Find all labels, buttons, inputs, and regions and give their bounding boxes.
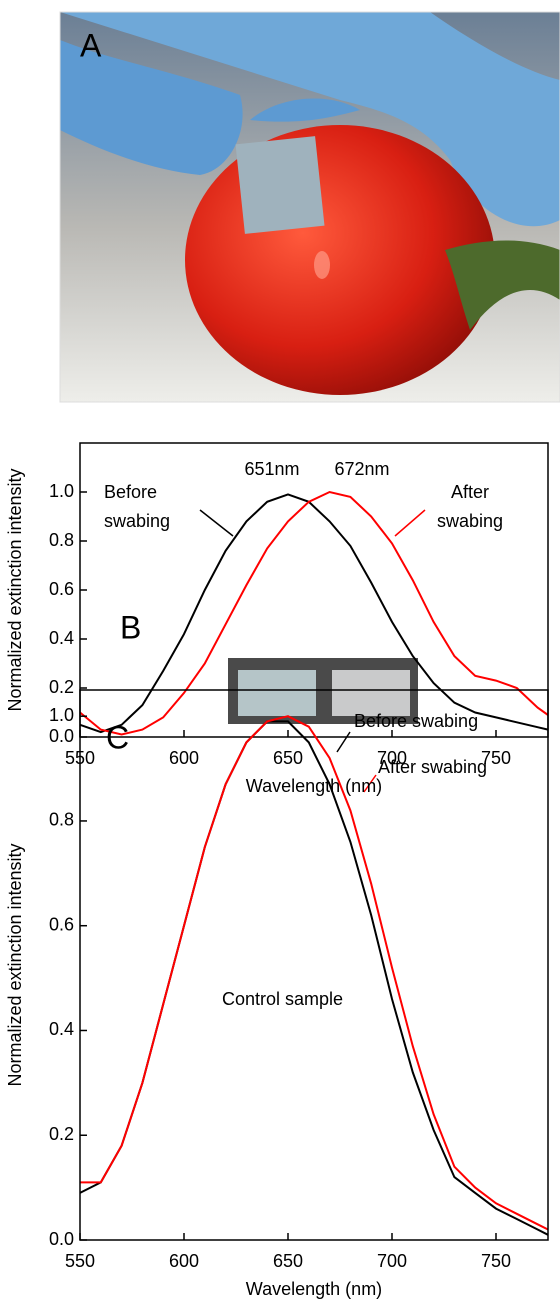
- annotation: Before swabing: [354, 711, 478, 731]
- pointer: [336, 731, 351, 753]
- y-tick-label: 0.4: [49, 1019, 74, 1039]
- glove: [60, 12, 560, 227]
- y-tick-label: 0.2: [49, 677, 74, 697]
- x-tick-label: 550: [65, 1251, 95, 1271]
- annotation: Control sample: [222, 989, 343, 1009]
- tomato: [185, 125, 495, 395]
- x-tick-label: 700: [377, 748, 407, 768]
- y-tick-label: 0.0: [49, 1229, 74, 1249]
- x-tick-label: 700: [377, 1251, 407, 1271]
- x-tick-label: 600: [169, 748, 199, 768]
- y-tick-label: 0.6: [49, 579, 74, 599]
- y-axis-title: Normalized extinction intensity: [5, 843, 25, 1086]
- annotation: After: [451, 482, 489, 502]
- annotation: 651nm: [244, 459, 299, 479]
- photo: [59, 11, 560, 403]
- x-axis-title: Wavelength (nm): [246, 776, 382, 796]
- pointer: [199, 509, 234, 537]
- inset-before: [238, 670, 316, 716]
- x-axis-title: Wavelength (nm): [246, 1279, 382, 1299]
- y-tick-label: 1.0: [49, 705, 74, 725]
- annotation: After swabing: [378, 757, 487, 777]
- droplet: [314, 251, 330, 279]
- y-tick-label: 0.8: [49, 810, 74, 830]
- series-line: [79, 490, 549, 736]
- annotation: swabing: [104, 511, 170, 531]
- plot-frame: [79, 689, 549, 1241]
- panel-label: B: [120, 609, 141, 645]
- pointer: [363, 774, 377, 793]
- pointer: [394, 509, 426, 537]
- inset: [228, 658, 418, 724]
- x-tick-label: 650: [273, 1251, 303, 1271]
- glove-finger: [250, 98, 360, 122]
- y-tick-label: 0.8: [49, 530, 74, 550]
- y-tick-label: 0.4: [49, 628, 74, 648]
- photo-frame: [59, 11, 560, 403]
- x-tick-label: 650: [273, 748, 303, 768]
- annotation: Before: [104, 482, 157, 502]
- panel-label: A: [80, 27, 102, 63]
- series-line: [79, 493, 549, 734]
- panel-label: C: [106, 719, 129, 755]
- glove-thumb: [60, 40, 243, 175]
- series-line: [79, 720, 549, 1236]
- series-line: [80, 715, 549, 1231]
- y-tick-label: 0.0: [49, 726, 74, 746]
- annotation: swabing: [437, 511, 503, 531]
- y-tick-label: 1.0: [49, 481, 74, 501]
- x-tick-label: 600: [169, 1251, 199, 1271]
- inset-after: [332, 670, 410, 716]
- x-tick-label: 750: [481, 748, 511, 768]
- y-axis-title: Normalized extinction intensity: [5, 468, 25, 711]
- swab-paper: [235, 136, 325, 234]
- x-tick-label: 750: [481, 1251, 511, 1271]
- y-tick-label: 0.6: [49, 914, 74, 934]
- annotation: 672nm: [334, 459, 389, 479]
- y-tick-label: 0.2: [49, 1124, 74, 1144]
- stem: [445, 240, 560, 330]
